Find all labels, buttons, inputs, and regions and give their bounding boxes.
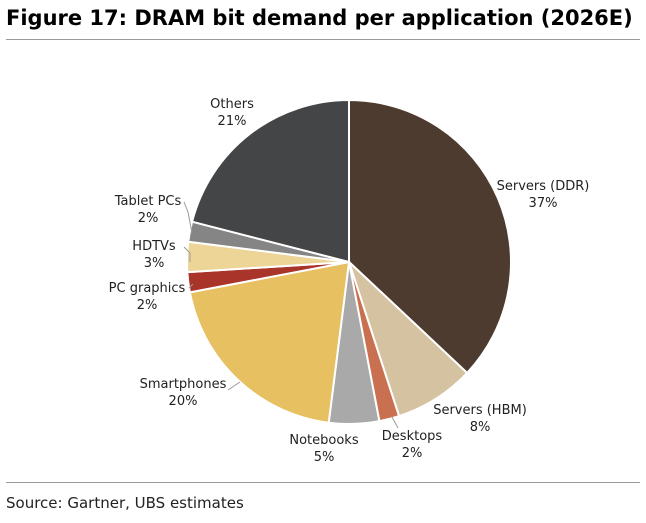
slice-value-hdtvs: 3%	[144, 256, 165, 271]
slice-value-tablet-pcs: 2%	[138, 211, 159, 226]
slice-label-servers-hbm: Servers (HBM)	[433, 403, 527, 418]
source-note: Source: Gartner, UBS estimates	[6, 494, 244, 512]
source-divider	[6, 482, 640, 483]
pie-slice-servers-ddr	[348, 98, 512, 375]
title-divider	[6, 39, 640, 40]
slice-value-pc-graphics: 2%	[137, 298, 158, 313]
page-title: Figure 17: DRAM bit demand per applicati…	[6, 6, 633, 30]
slice-value-others: 21%	[218, 114, 247, 129]
slice-label-others: Others	[210, 97, 254, 112]
slice-value-desktops: 2%	[402, 446, 423, 461]
slice-label-hdtvs: HDTVs	[132, 239, 176, 254]
slice-value-smartphones: 20%	[169, 394, 198, 409]
leader-line	[227, 381, 241, 391]
slice-label-servers-ddr: Servers (DDR)	[497, 179, 590, 194]
slice-label-desktops: Desktops	[382, 429, 443, 444]
pie-chart: Servers (DDR) 37% Servers (HBM) 8% Desktops 2…	[109, 97, 590, 465]
slice-value-notebooks: 5%	[314, 450, 335, 465]
slice-label-tablet-pcs: Tablet PCs	[114, 194, 182, 209]
pie-slice-others	[190, 98, 350, 264]
leader-line	[188, 283, 194, 289]
leader-line	[183, 201, 193, 234]
slice-value-servers-hbm: 8%	[470, 420, 491, 435]
leader-line	[391, 416, 399, 429]
slice-label-notebooks: Notebooks	[289, 433, 358, 448]
slice-label-smartphones: Smartphones	[140, 377, 227, 392]
slice-label-pc-graphics: PC graphics	[109, 281, 186, 296]
pie-slice-smartphones	[188, 260, 351, 424]
slice-value-servers-ddr: 37%	[529, 196, 558, 211]
leader-line	[183, 246, 191, 262]
